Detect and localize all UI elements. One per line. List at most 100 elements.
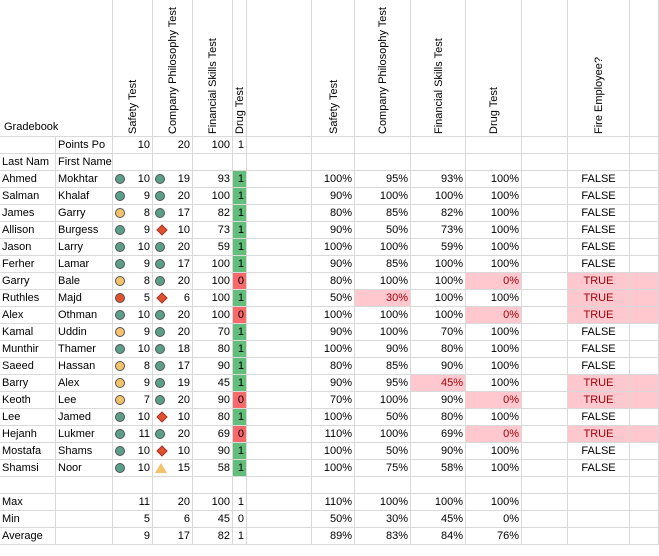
first-name-cell[interactable]: Lamar	[56, 256, 113, 273]
last-name-cell[interactable]: Keoth	[0, 392, 56, 409]
sheet-title-cell[interactable]: Gradebook	[0, 0, 113, 137]
first-name-cell[interactable]: Khalaf	[56, 188, 113, 205]
drug-pct-cell[interactable]: 100%	[466, 239, 522, 256]
philosophy-score-cell[interactable]: 17	[153, 205, 193, 222]
first-name-cell[interactable]: Hassan	[56, 358, 113, 375]
empty-cell[interactable]	[193, 477, 233, 494]
empty-cell[interactable]	[113, 154, 153, 171]
safety-score-cell[interactable]: 9	[113, 222, 153, 239]
empty-cell[interactable]	[630, 222, 659, 239]
header-drug-test[interactable]: Drug Test	[233, 0, 247, 137]
philosophy-pct-cell[interactable]: 90%	[355, 341, 411, 358]
safety-pct-cell[interactable]: 90%	[312, 222, 355, 239]
points-possible-label[interactable]: Points Po	[56, 137, 113, 154]
empty-cell[interactable]	[56, 528, 113, 545]
philosophy-score-cell[interactable]: 20	[153, 426, 193, 443]
philosophy-pct-cell[interactable]: 100%	[355, 273, 411, 290]
philosophy-score-cell[interactable]: 17	[153, 256, 193, 273]
drug-score-cell[interactable]: 1	[233, 375, 247, 392]
header-fire-employee[interactable]: Fire Employee?	[568, 0, 630, 137]
empty-cell[interactable]	[630, 494, 659, 511]
financial-score-cell[interactable]: 45	[193, 375, 233, 392]
empty-cell[interactable]	[630, 188, 659, 205]
empty-cell[interactable]	[630, 205, 659, 222]
empty-cell[interactable]	[568, 137, 630, 154]
empty-cell[interactable]	[247, 375, 312, 392]
empty-cell[interactable]	[568, 477, 630, 494]
philosophy-pct-cell[interactable]: 100%	[355, 324, 411, 341]
financial-pct-cell[interactable]: 70%	[411, 324, 466, 341]
drug-score-cell[interactable]: 1	[233, 256, 247, 273]
financial-pct-cell[interactable]: 100%	[411, 307, 466, 324]
points-philosophy[interactable]: 20	[153, 137, 193, 154]
empty-cell[interactable]	[630, 460, 659, 477]
financial-score-cell[interactable]: 82	[193, 205, 233, 222]
empty-cell[interactable]	[247, 392, 312, 409]
safety-score-cell[interactable]: 8	[113, 358, 153, 375]
empty-cell[interactable]	[247, 460, 312, 477]
last-name-cell[interactable]: Saeed	[0, 358, 56, 375]
financial-pct-cell[interactable]: 82%	[411, 205, 466, 222]
philosophy-pct-cell[interactable]: 50%	[355, 222, 411, 239]
safety-score-cell[interactable]: 5	[113, 290, 153, 307]
empty-cell[interactable]	[522, 392, 568, 409]
philosophy-pct-cell[interactable]: 100%	[355, 307, 411, 324]
first-name-cell[interactable]: Larry	[56, 239, 113, 256]
first-name-cell[interactable]: Noor	[56, 460, 113, 477]
financial-pct-cell[interactable]: 45%	[411, 375, 466, 392]
stat-philosophy-pct[interactable]: 83%	[355, 528, 411, 545]
empty-cell[interactable]	[0, 477, 56, 494]
first-name-cell[interactable]: Othman	[56, 307, 113, 324]
stat-safety[interactable]: 11	[113, 494, 153, 511]
first-name-cell[interactable]: Garry	[56, 205, 113, 222]
philosophy-score-cell[interactable]: 20	[153, 273, 193, 290]
empty-cell[interactable]	[522, 273, 568, 290]
empty-cell[interactable]	[522, 290, 568, 307]
philosophy-pct-cell[interactable]: 50%	[355, 443, 411, 460]
philosophy-pct-cell[interactable]: 100%	[355, 188, 411, 205]
safety-score-cell[interactable]: 9	[113, 256, 153, 273]
empty-cell[interactable]	[630, 341, 659, 358]
empty-cell[interactable]	[411, 477, 466, 494]
last-name-cell[interactable]: Alex	[0, 307, 56, 324]
empty-cell[interactable]	[630, 426, 659, 443]
empty-cell[interactable]	[411, 137, 466, 154]
financial-pct-cell[interactable]: 90%	[411, 392, 466, 409]
drug-pct-cell[interactable]: 0%	[466, 426, 522, 443]
empty-cell[interactable]	[247, 426, 312, 443]
empty-cell[interactable]	[630, 307, 659, 324]
empty-cell[interactable]	[630, 392, 659, 409]
drug-pct-cell[interactable]: 100%	[466, 341, 522, 358]
philosophy-pct-cell[interactable]: 95%	[355, 171, 411, 188]
stat-safety-pct[interactable]: 110%	[312, 494, 355, 511]
empty-cell[interactable]	[630, 477, 659, 494]
empty-cell[interactable]	[312, 477, 355, 494]
stat-financial[interactable]: 100	[193, 494, 233, 511]
drug-score-cell[interactable]: 1	[233, 443, 247, 460]
safety-score-cell[interactable]: 9	[113, 188, 153, 205]
philosophy-score-cell[interactable]: 10	[153, 222, 193, 239]
empty-cell[interactable]	[522, 137, 568, 154]
empty-cell[interactable]	[233, 477, 247, 494]
stat-safety-pct[interactable]: 89%	[312, 528, 355, 545]
empty-cell[interactable]	[247, 409, 312, 426]
empty-cell[interactable]	[522, 528, 568, 545]
financial-score-cell[interactable]: 100	[193, 307, 233, 324]
philosophy-score-cell[interactable]: 15	[153, 460, 193, 477]
stat-philosophy[interactable]: 20	[153, 494, 193, 511]
financial-score-cell[interactable]: 100	[193, 256, 233, 273]
drug-score-cell[interactable]: 0	[233, 273, 247, 290]
stat-drug-pct[interactable]: 100%	[466, 494, 522, 511]
empty-cell[interactable]	[233, 154, 247, 171]
points-drug[interactable]: 1	[233, 137, 247, 154]
safety-score-cell[interactable]: 8	[113, 273, 153, 290]
stat-financial[interactable]: 82	[193, 528, 233, 545]
empty-cell[interactable]	[522, 171, 568, 188]
safety-pct-cell[interactable]: 90%	[312, 188, 355, 205]
philosophy-pct-cell[interactable]: 30%	[355, 290, 411, 307]
financial-score-cell[interactable]: 59	[193, 239, 233, 256]
drug-score-cell[interactable]: 1	[233, 290, 247, 307]
empty-cell[interactable]	[56, 477, 113, 494]
first-name-cell[interactable]: Bale	[56, 273, 113, 290]
empty-cell[interactable]	[247, 324, 312, 341]
